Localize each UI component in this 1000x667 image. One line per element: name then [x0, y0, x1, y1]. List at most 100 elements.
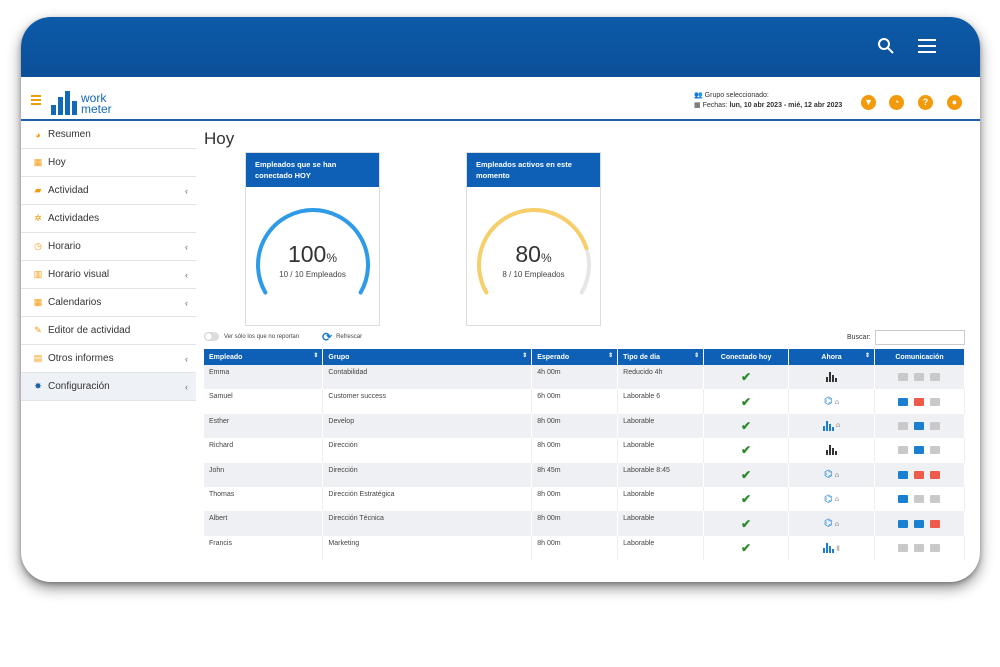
cell-ahora: ▮ — [788, 535, 875, 561]
cell-ahora: ⌬ ⌂ — [788, 486, 875, 512]
video-icon[interactable] — [930, 446, 941, 455]
video-icon[interactable] — [930, 421, 941, 430]
phone-icon[interactable] — [914, 470, 925, 479]
cell-grupo: Contabilidad — [322, 365, 533, 390]
cell-grupo: Dirección Estratégica — [322, 486, 533, 512]
cell-esperado: 8h 00m — [531, 535, 619, 561]
cell-empleado: Emma — [204, 365, 324, 390]
sidebar-item-editor-de-actividad[interactable]: ✎ Editor de actividad — [21, 317, 196, 345]
mail-icon[interactable] — [898, 397, 909, 406]
mail-icon[interactable] — [898, 446, 909, 455]
sidebar-item-label: Hoy — [48, 157, 66, 168]
column-header-esperado[interactable]: Esperado ⇕ — [531, 349, 619, 365]
cell-tipo: Laborable — [617, 413, 705, 439]
table-row[interactable]: Esther Develop 8h 00m Laborable ✔ ⌂ — [204, 413, 966, 439]
sidebar-item-label: Actividades — [48, 213, 100, 224]
phone-icon[interactable] — [914, 373, 925, 382]
phone-icon[interactable] — [914, 519, 925, 528]
mail-icon[interactable] — [898, 470, 909, 479]
menu-icon[interactable] — [918, 39, 936, 53]
column-header-comunicaci-n[interactable]: Comunicación — [874, 349, 966, 365]
connected-check-icon: ✔ — [703, 365, 790, 390]
cell-tipo: Laborable — [617, 486, 705, 512]
user-button[interactable]: ● — [947, 95, 962, 110]
area-chart-icon: ▰ — [34, 185, 42, 195]
home-icon: ⌂ — [834, 496, 839, 504]
sidebar-item-label: Horario visual — [48, 269, 110, 280]
workmeter-logo[interactable]: work meter — [51, 89, 112, 115]
cell-ahora: ⌂ — [788, 413, 875, 439]
calendar-icon: ▦ — [33, 297, 43, 307]
connected-today-card: Empleados que se han conectado HOY 100% … — [245, 152, 380, 326]
mail-icon[interactable] — [898, 543, 909, 552]
cell-tipo: Laborable — [617, 511, 705, 536]
table-row[interactable]: John Dirección 8h 45m Laborable 8:45 ✔ ⌬ ⌂ — [204, 462, 966, 487]
video-icon[interactable] — [930, 495, 941, 504]
cell-comunicacion — [874, 462, 966, 487]
phone-icon[interactable] — [914, 446, 925, 455]
column-header-conectado-hoy[interactable]: Conectado hoy — [703, 349, 790, 365]
video-icon[interactable] — [930, 373, 941, 382]
filter-button[interactable]: ▼ — [861, 95, 876, 110]
sidebar-item-horario[interactable]: ◷ Horario ‹ — [21, 233, 196, 261]
table-row[interactable]: Richard Dirección 8h 00m Laborable ✔ — [204, 438, 966, 463]
device-frame: work meter 👥 Grupo seleccionado: ▦ Fechas… — [21, 17, 980, 582]
sidebar-item-hoy[interactable]: ▦ Hoy — [21, 149, 196, 177]
table-row[interactable]: Thomas Dirección Estratégica 8h 00m Laborab… — [204, 486, 966, 512]
mail-icon[interactable] — [898, 495, 909, 504]
column-header-grupo[interactable]: Grupo ⇕ — [322, 349, 533, 365]
mail-icon[interactable] — [898, 519, 909, 528]
phone-icon[interactable] — [914, 495, 925, 504]
sidebar-item-horario-visual[interactable]: ▥ Horario visual ‹ — [21, 261, 196, 289]
phone-icon[interactable] — [914, 543, 925, 552]
bell-button[interactable]: ◔ — [889, 95, 904, 110]
cell-esperado: 8h 00m — [531, 413, 619, 439]
sidebar-item-resumen[interactable]: ◕ Resumen — [21, 121, 196, 149]
sidebar-item-actividades[interactable]: ✲ Actividades — [21, 205, 196, 233]
video-icon[interactable] — [930, 470, 941, 479]
non-reporting-toggle-row: Ver sólo los que no reportan — [204, 332, 299, 341]
cell-tipo: Laborable 8:45 — [617, 462, 705, 487]
cell-esperado: 8h 00m — [531, 486, 619, 512]
cell-comunicacion — [874, 389, 966, 414]
sidebar-item-calendarios[interactable]: ▦ Calendarios ‹ — [21, 289, 196, 317]
table-row[interactable]: Albert Dirección Técnica 8h 00m Laborable ✔ ⌬… — [204, 511, 966, 536]
connected-check-icon: ✔ — [703, 413, 790, 439]
phone-icon[interactable] — [914, 421, 925, 430]
phone-icon[interactable] — [914, 397, 925, 406]
sidebar-item-label: Editor de actividad — [48, 325, 131, 336]
gauge-fill — [256, 208, 370, 295]
hamburger-icon[interactable] — [31, 95, 41, 105]
mail-icon[interactable] — [898, 373, 909, 382]
cell-ahora — [788, 438, 875, 463]
column-header-empleado[interactable]: Empleado ⇕ — [204, 349, 324, 365]
card-title: Empleados que se han conectado HOY — [246, 153, 379, 187]
non-reporting-toggle[interactable] — [204, 332, 219, 341]
sidebar-item-label: Resumen — [48, 129, 91, 140]
sidebar-item-configuraci-n[interactable]: ✸ Configuración ‹ — [21, 373, 196, 401]
table-row[interactable]: Francis Marketing 8h 00m Laborable ✔ ▮ — [204, 535, 966, 561]
column-header-tipo-de-d-a[interactable]: Tipo de día ⇕ — [617, 349, 705, 365]
mail-icon[interactable] — [898, 421, 909, 430]
video-icon[interactable] — [930, 397, 941, 406]
sidebar-item-otros-informes[interactable]: ▤ Otros informes ‹ — [21, 345, 196, 373]
cell-esperado: 8h 00m — [531, 511, 619, 536]
cogs-icon: ✲ — [34, 213, 42, 223]
table-row[interactable]: Emma Contabilidad 4h 00m Reducido 4h ✔ — [204, 365, 966, 390]
refresh-label: Refrescar — [336, 334, 363, 340]
search-input[interactable] — [875, 330, 965, 345]
card-title: Empleados activos en este momento — [467, 153, 600, 187]
sidebar-item-actividad[interactable]: ▰ Actividad ‹ — [21, 177, 196, 205]
cell-ahora: ⌬ ⌂ — [788, 511, 875, 536]
search-icon[interactable] — [877, 37, 895, 55]
chevron-left-icon: ‹ — [185, 298, 188, 308]
help-button[interactable]: ? — [918, 95, 933, 110]
video-icon[interactable] — [930, 519, 941, 528]
cell-comunicacion — [874, 365, 966, 390]
logo-bars-icon — [51, 91, 77, 115]
table-row[interactable]: Samuel Customer success 6h 00m Laborable 6 ✔… — [204, 389, 966, 414]
refresh-button[interactable]: ⟳ Refrescar — [322, 330, 362, 344]
cell-empleado: Thomas — [204, 486, 324, 512]
video-icon[interactable] — [930, 543, 941, 552]
column-header-ahora[interactable]: Ahora ⇕ — [788, 349, 875, 365]
